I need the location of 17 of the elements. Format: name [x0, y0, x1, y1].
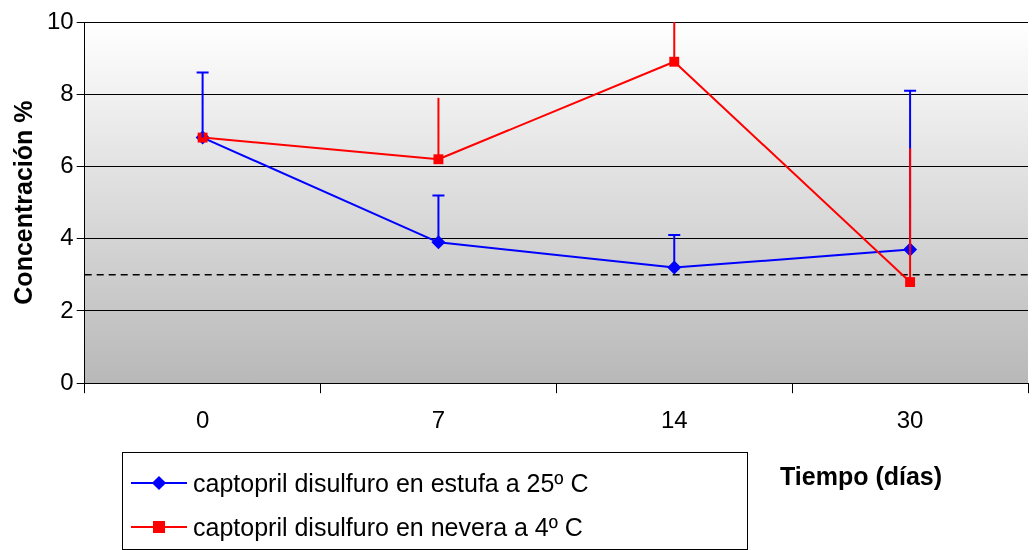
y-tick-label: 10 [46, 6, 74, 34]
y-tick-label: 8 [60, 78, 74, 106]
x-tick-label: 14 [660, 406, 688, 434]
point [905, 277, 916, 288]
y-axis-title: Concentración % [8, 100, 37, 305]
x-tick-label: 7 [431, 406, 446, 434]
point [433, 154, 444, 165]
x-axis-title: Tiempo (días) [780, 462, 943, 491]
y-tick-label: 2 [60, 295, 74, 323]
x-tick-label: 0 [195, 406, 210, 434]
y-tick-label: 6 [60, 151, 74, 179]
y-tick-label: 4 [60, 223, 74, 251]
x-tick-label: 30 [896, 406, 924, 434]
legend-label: captopril disulfuro en estufa a 25º C [193, 468, 589, 498]
legend-label: captopril disulfuro en nevera a 4º C [193, 512, 583, 542]
point [669, 56, 680, 67]
y-tick-label: 0 [60, 367, 74, 395]
